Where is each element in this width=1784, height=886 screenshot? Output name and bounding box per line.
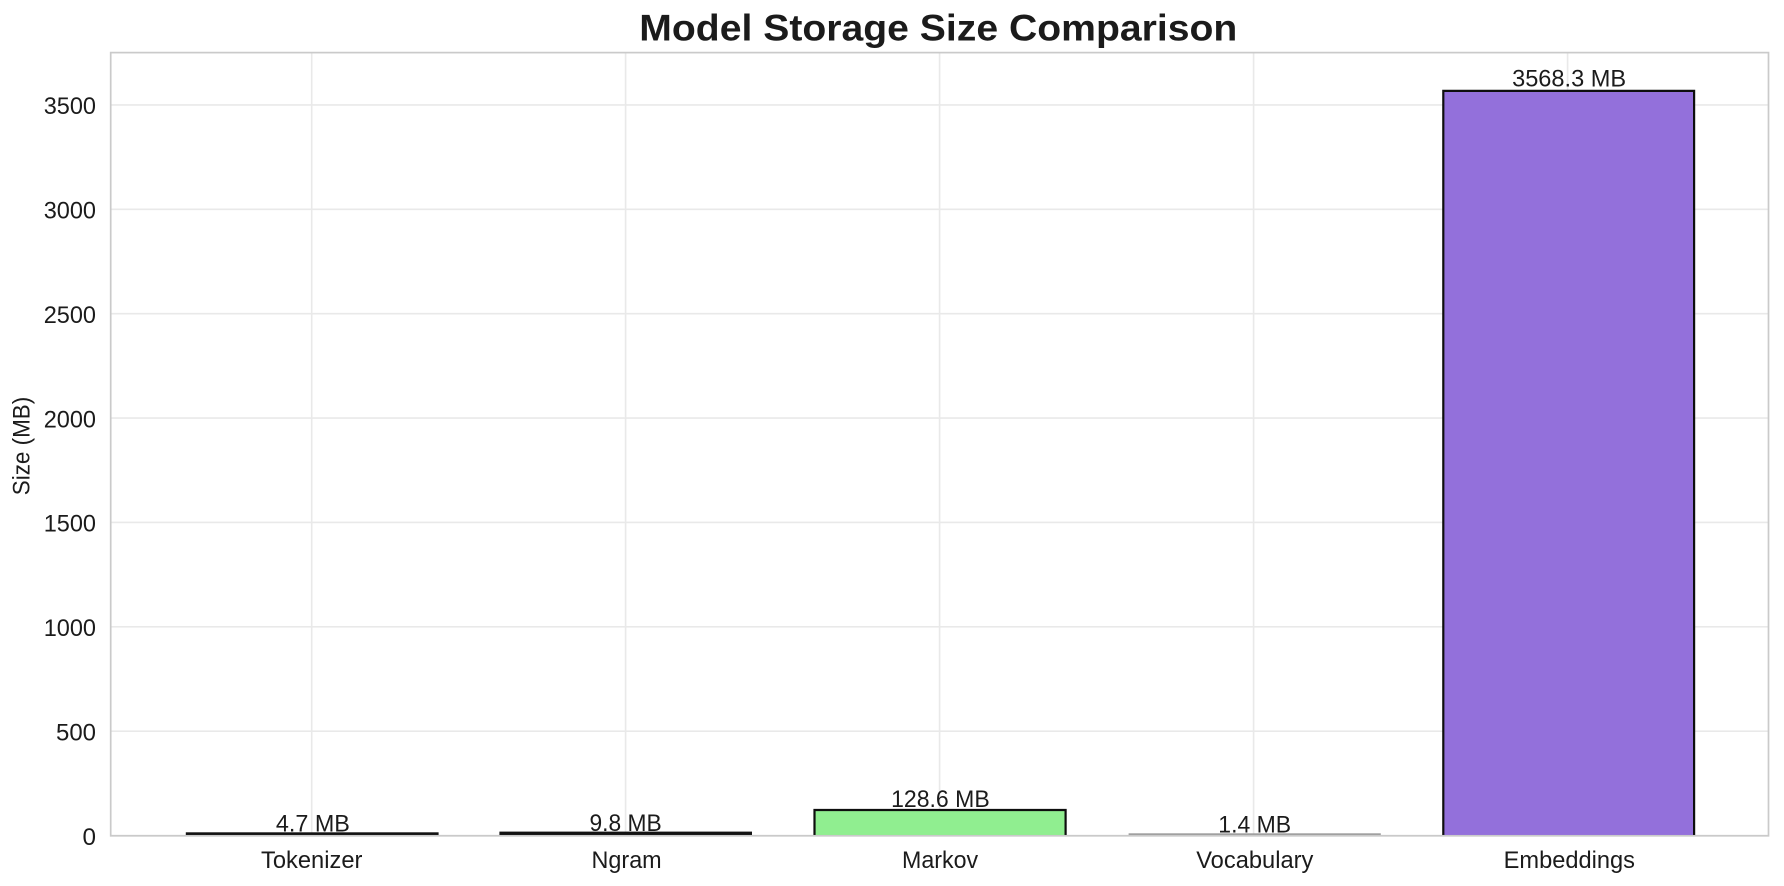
svg-text:1.4 MB: 1.4 MB xyxy=(1218,811,1291,838)
svg-text:Model Storage Size Comparison: Model Storage Size Comparison xyxy=(639,8,1237,49)
svg-text:1500: 1500 xyxy=(44,511,96,538)
svg-text:3000: 3000 xyxy=(44,198,96,225)
svg-text:Tokenizer: Tokenizer xyxy=(261,847,362,874)
svg-text:0: 0 xyxy=(83,824,97,851)
svg-text:1000: 1000 xyxy=(44,615,96,642)
svg-text:2000: 2000 xyxy=(44,406,96,433)
svg-text:Ngram: Ngram xyxy=(592,847,662,874)
svg-text:Markov: Markov xyxy=(902,847,978,874)
svg-text:4.7 MB: 4.7 MB xyxy=(276,810,350,837)
svg-text:Vocabulary: Vocabulary xyxy=(1196,847,1313,874)
svg-text:3568.3 MB: 3568.3 MB xyxy=(1512,65,1626,92)
svg-text:500: 500 xyxy=(56,719,96,746)
svg-text:128.6 MB: 128.6 MB xyxy=(891,786,990,813)
svg-text:Size (MB): Size (MB) xyxy=(9,397,36,496)
svg-text:3500: 3500 xyxy=(44,93,96,120)
svg-text:2500: 2500 xyxy=(44,302,96,329)
svg-text:Embeddings: Embeddings xyxy=(1504,847,1635,874)
svg-text:9.8 MB: 9.8 MB xyxy=(590,810,662,837)
